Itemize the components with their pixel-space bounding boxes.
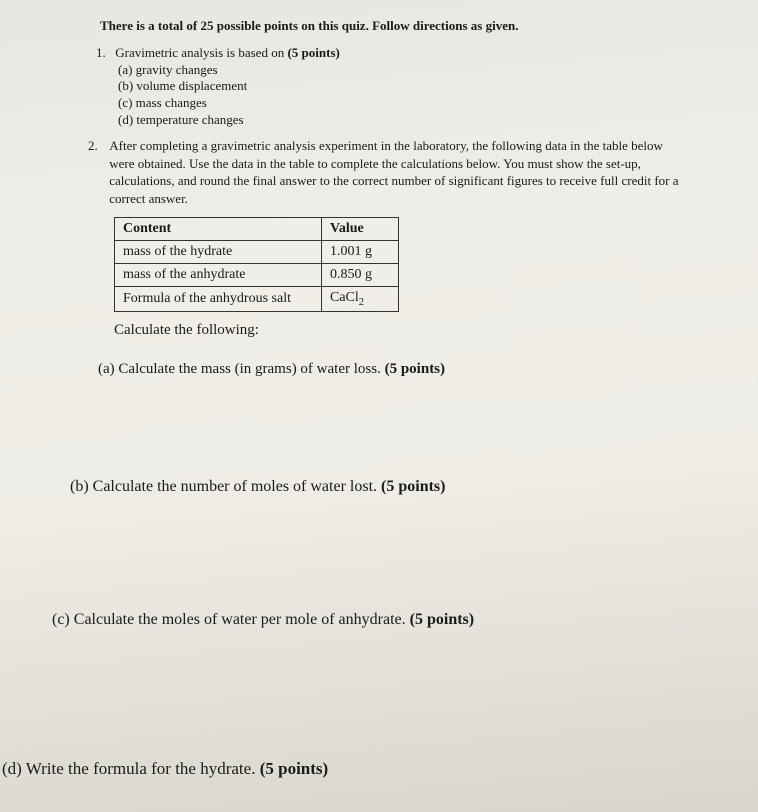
- part-d: (d) Write the formula for the hydrate. (…: [2, 759, 718, 779]
- table-row: mass of the anhydrate 0.850 g: [115, 264, 399, 287]
- cell-value: 1.001 g: [322, 241, 399, 264]
- cell-content: Formula of the anhydrous salt: [115, 287, 322, 312]
- question-1: 1. Gravimetric analysis is based on (5 p…: [96, 44, 718, 129]
- part-b-points: (5 points): [381, 478, 445, 495]
- q1-option-b: (b) volume displacement: [118, 78, 718, 95]
- q1-option-c: (c) mass changes: [118, 95, 718, 112]
- q1-points: (5 points): [287, 45, 339, 60]
- q1-options: (a) gravity changes (b) volume displacem…: [118, 62, 718, 130]
- q1-option-d: (d) temperature changes: [118, 112, 718, 129]
- part-a-text: Calculate the mass (in grams) of water l…: [118, 361, 384, 377]
- part-a: (a) Calculate the mass (in grams) of wat…: [98, 361, 718, 378]
- table-header-row: Content Value: [115, 218, 399, 241]
- cell-value: 0.850 g: [322, 264, 399, 287]
- part-d-label: (d): [2, 759, 22, 778]
- data-table: Content Value mass of the hydrate 1.001 …: [114, 217, 399, 312]
- part-c-points: (5 points): [410, 611, 474, 628]
- part-c-label: (c): [52, 611, 70, 628]
- header-content: Content: [115, 218, 322, 241]
- part-b: (b) Calculate the number of moles of wat…: [70, 478, 718, 496]
- part-a-label: (a): [98, 361, 115, 377]
- part-d-text: Write the formula for the hydrate.: [26, 759, 260, 778]
- table-row: Formula of the anhydrous salt CaCl2: [115, 287, 399, 312]
- part-b-label: (b): [70, 478, 89, 495]
- header-value: Value: [322, 218, 399, 241]
- part-c-text: Calculate the moles of water per mole of…: [74, 611, 410, 628]
- cell-content: mass of the hydrate: [115, 241, 322, 264]
- part-a-points: (5 points): [385, 361, 445, 377]
- question-2: 2. After completing a gravimetric analys…: [88, 137, 718, 207]
- cell-content: mass of the anhydrate: [115, 264, 322, 287]
- q1-number: 1.: [96, 44, 112, 62]
- q1-option-a: (a) gravity changes: [118, 62, 718, 79]
- part-c: (c) Calculate the moles of water per mol…: [52, 611, 718, 629]
- q1-stem: Gravimetric analysis is based on: [115, 45, 287, 60]
- part-d-points: (5 points): [260, 759, 328, 778]
- q2-body: After completing a gravimetric analysis …: [109, 137, 689, 207]
- calculate-prompt: Calculate the following:: [114, 322, 718, 339]
- table-row: mass of the hydrate 1.001 g: [115, 241, 399, 264]
- part-b-text: Calculate the number of moles of water l…: [93, 478, 381, 495]
- quiz-page: There is a total of 25 possible points o…: [0, 0, 758, 799]
- cell-value: CaCl2: [322, 287, 399, 312]
- quiz-header: There is a total of 25 possible points o…: [100, 18, 718, 34]
- q2-number: 2.: [88, 137, 106, 155]
